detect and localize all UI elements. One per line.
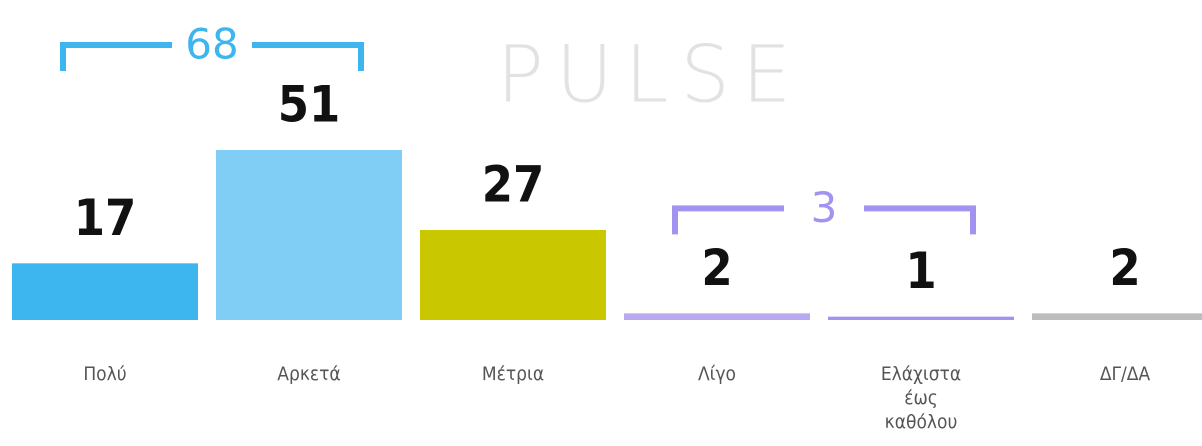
category-label: Ελάχιστα έως καθόλου: [880, 363, 962, 433]
group-total: 68: [185, 20, 238, 69]
bracket: [864, 205, 976, 235]
bracket: [672, 205, 784, 235]
value-label: 51: [278, 76, 341, 134]
category-label: Πολύ: [83, 363, 127, 385]
category-label: Λίγο: [697, 363, 737, 385]
bracket: [252, 42, 364, 71]
watermark: PULSE: [497, 31, 803, 121]
value-label: 17: [74, 189, 137, 247]
value-label: 1: [905, 242, 936, 300]
bar: [828, 316, 1014, 320]
bar: [624, 313, 810, 320]
value-label: 2: [1109, 239, 1140, 297]
value-label: 27: [482, 156, 545, 214]
bracket: [60, 42, 172, 71]
group-total: 3: [811, 183, 838, 232]
category-label: Αρκετά: [277, 363, 341, 385]
value-label: 2: [701, 239, 732, 297]
bar: [216, 150, 402, 320]
category-label: Μέτρια: [481, 363, 545, 385]
bar: [420, 230, 606, 320]
category-label: ΔΓ/ΔΑ: [1099, 363, 1151, 385]
bar: [1032, 313, 1202, 320]
bar: [12, 263, 198, 320]
